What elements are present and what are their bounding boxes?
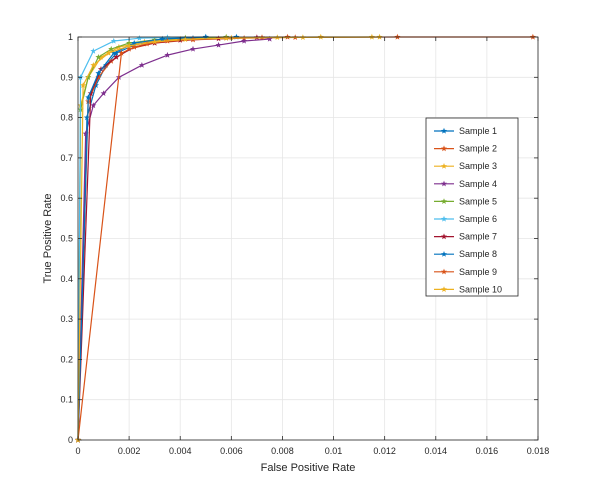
legend-label: Sample 3 <box>459 161 497 171</box>
y-tick-label: 0.6 <box>60 193 73 203</box>
series-9-point <box>118 49 125 56</box>
legend-marker <box>440 233 448 240</box>
legend-label: Sample 7 <box>459 232 497 242</box>
legend-marker <box>440 145 448 152</box>
x-tick-label: 0.018 <box>527 446 550 456</box>
y-tick-label: 0 <box>68 435 73 445</box>
y-tick-label: 1 <box>68 32 73 42</box>
y-tick-label: 0.9 <box>60 72 73 82</box>
x-tick-label: 0.014 <box>425 446 448 456</box>
series-1-point <box>113 49 120 56</box>
series-10-point <box>182 36 189 43</box>
legend-item: Sample 7 <box>434 232 497 242</box>
series-10-point <box>80 82 87 88</box>
legend-item: Sample 8 <box>434 249 497 259</box>
legend-label: Sample 9 <box>459 267 497 277</box>
legend-item: Sample 9 <box>434 267 497 277</box>
legend-label: Sample 4 <box>459 179 497 189</box>
series-4-point <box>100 90 107 97</box>
legend-item: Sample 4 <box>434 179 497 189</box>
series-4-point <box>138 62 145 68</box>
series-2-point <box>95 74 102 80</box>
legend-marker <box>440 215 448 222</box>
legend-item: Sample 3 <box>434 161 497 171</box>
axis-ticks <box>77 36 539 441</box>
legend-marker <box>440 180 448 187</box>
legend-marker <box>440 198 448 204</box>
series-5-point <box>95 53 102 60</box>
series-6-point <box>136 35 143 41</box>
x-tick-label: 0.002 <box>118 446 141 456</box>
series-7-point <box>87 90 94 97</box>
legend-label: Sample 5 <box>459 196 497 206</box>
series-6-point <box>110 37 117 44</box>
legend-marker <box>440 127 448 134</box>
series-10-point <box>223 35 230 41</box>
legend-label: Sample 10 <box>459 284 502 294</box>
legend-marker <box>440 286 448 292</box>
series-6-point <box>90 47 97 54</box>
legend-item: Sample 1 <box>434 126 497 136</box>
series-4-point <box>215 41 222 48</box>
x-tick-label: 0.012 <box>373 446 396 456</box>
series-10-point <box>105 49 112 56</box>
legend-label: Sample 1 <box>459 126 497 136</box>
tick-labels: 0 0.002 0.004 0.006 0.008 0.01 0.012 0.014 0.016… <box>60 32 549 456</box>
legend-marker <box>440 163 448 169</box>
series-10-point <box>90 62 97 68</box>
legend-item: Sample 6 <box>434 214 497 224</box>
y-tick-label: 0.8 <box>60 113 73 123</box>
series-4-point <box>164 51 171 58</box>
series-10-point <box>151 38 158 45</box>
series-4-point <box>90 102 97 109</box>
series-8-point <box>85 94 92 101</box>
legend-marker <box>440 251 448 257</box>
series-3-point <box>97 53 105 60</box>
legend-item: Sample 10 <box>434 284 502 294</box>
series-9-point <box>131 43 138 50</box>
legend-item: Sample 2 <box>434 144 497 154</box>
series-8-point <box>159 35 166 42</box>
legend-marker <box>440 268 448 275</box>
legend: Sample 1 Sample 2 Sample 3 Sample 4 Sample 5… <box>425 117 519 297</box>
y-tick-label: 0.2 <box>60 354 73 364</box>
x-tick-label: 0.01 <box>325 446 343 456</box>
x-tick-label: 0.004 <box>169 446 192 456</box>
series-8-point <box>110 49 117 56</box>
series-7-point <box>113 53 120 60</box>
series-4-point <box>266 35 273 42</box>
series-8-point <box>95 70 102 76</box>
series-2-point <box>126 45 133 52</box>
y-tick-label: 0.3 <box>60 314 73 324</box>
legend-label: Sample 6 <box>459 214 497 224</box>
x-tick-label: 0 <box>75 446 80 456</box>
y-tick-label: 0.1 <box>60 395 73 405</box>
series-5-point <box>85 74 92 80</box>
series-8-point <box>131 39 138 46</box>
series-4-point <box>82 130 89 137</box>
y-tick-label: 0.4 <box>60 274 73 284</box>
series-1-point <box>92 82 99 88</box>
x-axis-label: False Positive Rate <box>261 462 356 474</box>
series-10-point <box>126 42 133 49</box>
series-5-point <box>108 45 115 52</box>
y-tick-label: 0.5 <box>60 234 73 244</box>
legend-item: Sample 5 <box>434 196 497 206</box>
x-tick-label: 0.008 <box>271 446 294 456</box>
series-4-point <box>189 45 197 52</box>
y-axis-label: True Positive Rate <box>42 193 54 283</box>
legend-label: Sample 8 <box>459 249 497 259</box>
x-tick-label: 0.006 <box>220 446 243 456</box>
series-1-point <box>83 114 90 121</box>
series-4-point <box>241 37 248 44</box>
legend-label: Sample 2 <box>459 144 497 154</box>
y-tick-label: 0.7 <box>60 153 73 163</box>
x-tick-label: 0.016 <box>476 446 499 456</box>
